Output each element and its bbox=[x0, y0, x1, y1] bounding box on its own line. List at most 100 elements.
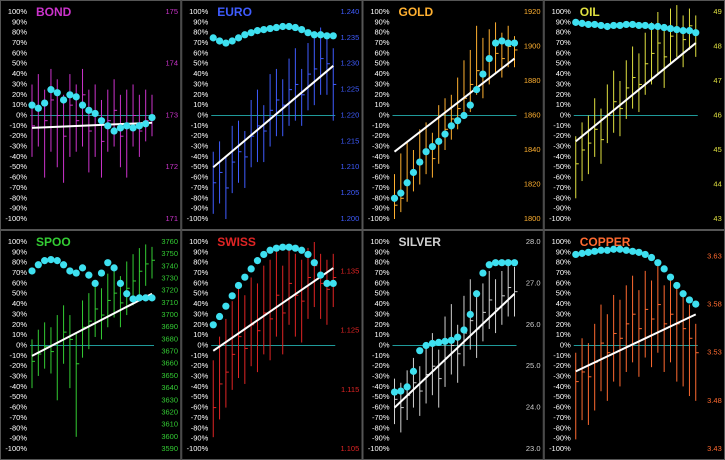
baby-blue-dot bbox=[279, 22, 287, 31]
y-tick-label: -60% bbox=[191, 173, 209, 182]
y-tick-label: 60% bbox=[193, 278, 208, 287]
baby-blue-dot bbox=[510, 259, 519, 267]
baby-blue-dot bbox=[222, 39, 230, 47]
y-tick-label: 30% bbox=[193, 79, 208, 88]
baby-blue-dot bbox=[323, 279, 331, 287]
baby-blue-dot bbox=[47, 255, 55, 264]
y-tick-label: -100% bbox=[549, 214, 571, 223]
baby-blue-dot bbox=[597, 246, 605, 254]
baby-blue-dot bbox=[673, 281, 681, 290]
baby-blue-dot bbox=[234, 34, 243, 42]
y-tick-label: 70% bbox=[374, 38, 389, 47]
baby-blue-dot bbox=[616, 245, 624, 253]
y-tick-label: 40% bbox=[12, 299, 27, 308]
baby-blue-dot bbox=[685, 27, 694, 35]
y2-tick-label: 3630 bbox=[161, 395, 178, 404]
y2-tick-label: 3730 bbox=[161, 274, 178, 283]
baby-blue-dot bbox=[403, 179, 411, 187]
y-tick-label: -70% bbox=[553, 183, 571, 192]
y-tick-label: -10% bbox=[372, 351, 390, 360]
baby-blue-dot bbox=[310, 31, 318, 39]
y-tick-label: 50% bbox=[374, 59, 389, 68]
baby-blue-dot bbox=[228, 292, 236, 300]
y2-tick-label: 1820 bbox=[524, 179, 541, 188]
y-tick-label: 10% bbox=[193, 100, 208, 109]
baby-blue-dot bbox=[616, 21, 624, 30]
y-tick-label: -10% bbox=[372, 121, 390, 130]
y-tick-label: 80% bbox=[374, 28, 389, 37]
panel-title: SPOO bbox=[36, 235, 71, 249]
baby-blue-dot bbox=[266, 246, 274, 254]
y-tick-label: -70% bbox=[372, 183, 390, 192]
y-tick-label: -80% bbox=[9, 423, 27, 432]
y-tick-label: -20% bbox=[372, 131, 390, 140]
y-tick-label: -20% bbox=[553, 361, 571, 370]
baby-blue-dot bbox=[454, 333, 462, 341]
y-tick-label: -50% bbox=[191, 162, 209, 171]
y-tick-label: -100% bbox=[187, 444, 209, 453]
y-tick-label: 20% bbox=[374, 320, 389, 329]
baby-blue-dot bbox=[247, 29, 255, 37]
y2-tick-label: 1.200 bbox=[340, 214, 359, 223]
baby-blue-dot bbox=[253, 27, 262, 35]
y-tick-label: 40% bbox=[12, 69, 27, 78]
baby-blue-dot bbox=[485, 261, 493, 269]
y-tick-label: 60% bbox=[556, 278, 571, 287]
y2-tick-label: 1.215 bbox=[340, 136, 359, 145]
baby-blue-dot bbox=[323, 32, 331, 40]
y2-tick-label: 3600 bbox=[161, 432, 178, 441]
baby-blue-dot bbox=[473, 290, 481, 298]
y-tick-label: 20% bbox=[193, 320, 208, 329]
baby-blue-dot bbox=[641, 21, 649, 30]
y2-tick-label: 1880 bbox=[524, 76, 541, 85]
y2-tick-label: 1.230 bbox=[340, 59, 359, 68]
y-tick-label: 50% bbox=[193, 289, 208, 298]
y-tick-label: -90% bbox=[9, 434, 27, 443]
baby-blue-dot bbox=[129, 124, 137, 132]
y-tick-label: 50% bbox=[374, 289, 389, 298]
y-tick-label: 80% bbox=[12, 28, 27, 37]
baby-blue-dot bbox=[390, 388, 399, 396]
baby-blue-dot bbox=[34, 104, 42, 112]
baby-blue-dot bbox=[78, 264, 87, 272]
y-tick-label: 90% bbox=[193, 17, 208, 26]
y-tick-label: 20% bbox=[12, 320, 27, 329]
y-tick-label: 30% bbox=[374, 79, 389, 88]
y2-tick-label: 3720 bbox=[161, 286, 178, 295]
y2-tick-label: 1900 bbox=[524, 41, 541, 50]
y-tick-label: -90% bbox=[372, 434, 390, 443]
baby-blue-dot bbox=[409, 367, 418, 375]
baby-blue-dot bbox=[28, 101, 36, 109]
y-tick-label: -30% bbox=[191, 372, 209, 381]
y-tick-label: 30% bbox=[556, 309, 571, 318]
y2-tick-label: 3650 bbox=[161, 371, 178, 380]
y2-tick-label: 3620 bbox=[161, 407, 178, 416]
y2-tick-label: 1.105 bbox=[340, 444, 359, 453]
y-tick-label: 40% bbox=[193, 69, 208, 78]
y2-tick-label: 3.63 bbox=[707, 251, 722, 260]
baby-blue-dot bbox=[647, 253, 656, 262]
baby-blue-dot bbox=[34, 261, 42, 269]
baby-blue-dot bbox=[491, 259, 500, 267]
baby-blue-dot bbox=[266, 24, 274, 33]
y-tick-label: 40% bbox=[556, 69, 571, 78]
panel-title: SILVER bbox=[399, 235, 442, 249]
y2-tick-label: 47 bbox=[713, 76, 721, 85]
y2-tick-label: 1.220 bbox=[340, 110, 359, 119]
y-tick-label: -20% bbox=[9, 361, 27, 370]
y-tick-label: 50% bbox=[556, 289, 571, 298]
y-tick-label: -40% bbox=[9, 152, 27, 161]
y-tick-label: -20% bbox=[553, 131, 571, 140]
baby-blue-dot bbox=[685, 296, 694, 304]
y-tick-label: -70% bbox=[9, 183, 27, 192]
y-tick-label: 90% bbox=[193, 247, 208, 256]
y-tick-label: -90% bbox=[553, 434, 571, 443]
y-tick-label: 90% bbox=[12, 247, 27, 256]
y2-tick-label: 1800 bbox=[524, 214, 541, 223]
y-tick-label: 100% bbox=[370, 237, 390, 246]
baby-blue-dot bbox=[85, 271, 93, 279]
y-tick-label: 0% bbox=[16, 340, 27, 349]
y2-tick-label: 3660 bbox=[161, 359, 178, 368]
baby-blue-dot bbox=[635, 248, 643, 256]
